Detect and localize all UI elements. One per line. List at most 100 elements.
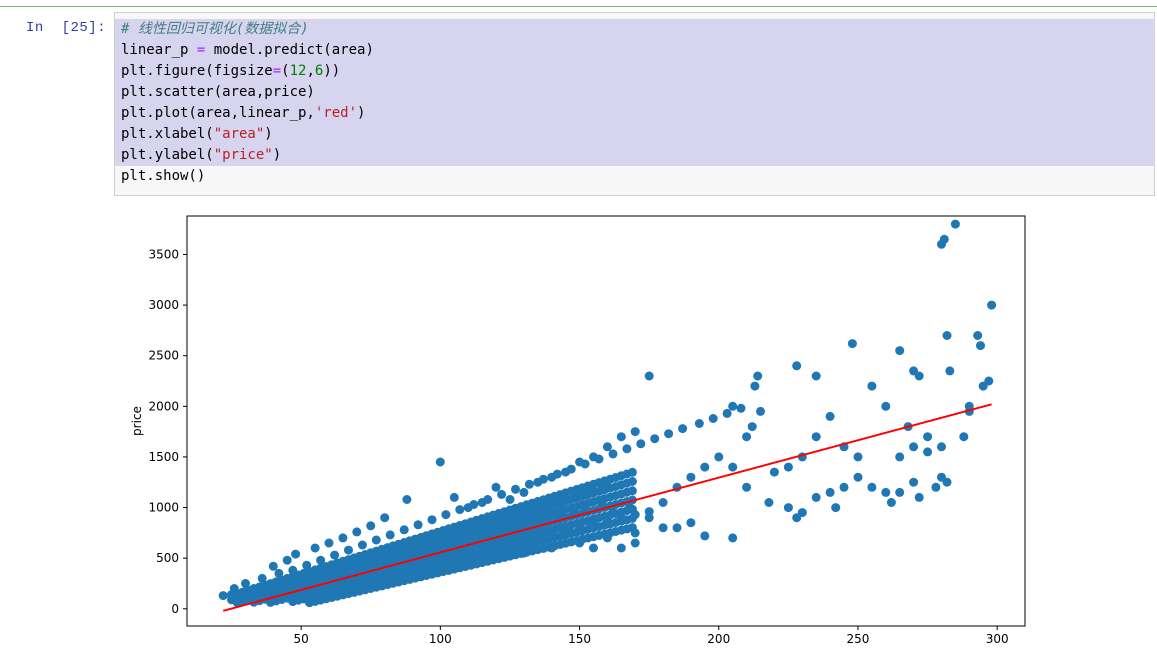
data-point — [594, 454, 604, 464]
data-point — [825, 411, 835, 421]
plot-output: 50 100 150 200 250 300 0 500 1000 1500 2000 2500 300… — [0, 200, 1157, 653]
data-point — [736, 403, 746, 413]
data-point — [867, 482, 877, 492]
data-point — [942, 331, 952, 340]
data-point — [218, 591, 228, 601]
data-point — [291, 549, 301, 559]
data-point — [630, 538, 640, 548]
data-point — [714, 452, 724, 462]
data-point — [923, 432, 933, 442]
data-point — [366, 521, 376, 531]
code-token: ) — [272, 147, 282, 163]
data-point — [895, 346, 905, 356]
data-point — [455, 505, 465, 515]
data-point — [945, 366, 955, 376]
data-point — [566, 464, 576, 474]
data-point — [811, 492, 821, 502]
data-point — [608, 449, 618, 459]
data-point — [274, 568, 284, 578]
data-point — [589, 543, 598, 553]
data-point — [497, 489, 507, 499]
code-token: linear_p — [121, 42, 197, 58]
data-point — [616, 432, 626, 442]
code-line: plt.figure(figsize=(12,6)) — [115, 61, 1155, 82]
code-token: plt.show() — [121, 168, 206, 184]
data-point — [316, 555, 326, 565]
data-point — [728, 401, 738, 411]
data-point — [427, 515, 437, 525]
data-point — [483, 495, 493, 504]
data-point — [616, 543, 626, 553]
y-tick-label: 1000 — [148, 501, 179, 515]
data-point — [268, 561, 278, 571]
data-point — [580, 459, 590, 469]
code-block[interactable]: # 线性回归可视化(数据拟合) linear_p = model.predict(… — [115, 19, 1155, 187]
code-token: plt.scatter(area,price) — [121, 84, 315, 100]
data-point — [950, 219, 960, 229]
code-token: plt.ylabel( — [121, 147, 214, 163]
x-tick-label: 200 — [707, 632, 730, 646]
data-point — [923, 447, 933, 457]
y-tick-label: 0 — [171, 602, 179, 616]
y-tick-label: 2000 — [148, 399, 179, 413]
code-token: plt.figure(figsize — [121, 63, 273, 79]
code-token: 6 — [314, 63, 324, 79]
fit-line — [222, 403, 992, 612]
data-point — [914, 492, 924, 502]
data-point — [764, 498, 774, 507]
data-point — [241, 579, 250, 588]
code-line: plt.plot(area,linear_p,'red') — [115, 103, 1155, 124]
input-prompt: In [25]: — [26, 20, 107, 36]
data-point — [658, 523, 668, 533]
data-point — [722, 408, 732, 418]
data-point — [380, 513, 390, 523]
data-point — [324, 538, 334, 548]
data-point — [747, 422, 757, 432]
y-tick-label: 2500 — [148, 349, 179, 363]
data-point — [937, 442, 946, 452]
data-point — [658, 498, 668, 507]
data-point — [441, 510, 451, 520]
data-point — [886, 498, 896, 507]
data-point — [552, 469, 562, 479]
data-point — [792, 513, 802, 523]
code-line: linear_p = model.predict(area) — [115, 40, 1155, 61]
code-token: , — [306, 63, 315, 79]
code-line: plt.xlabel("area") — [115, 124, 1155, 145]
y-tick-label: 3500 — [148, 247, 179, 261]
x-tick-label: 300 — [986, 632, 1009, 646]
data-point — [753, 371, 763, 381]
data-point — [352, 527, 362, 537]
data-point — [449, 492, 459, 502]
data-point — [330, 550, 340, 560]
data-point — [630, 427, 640, 437]
data-point — [811, 432, 821, 442]
data-point — [769, 467, 779, 477]
plot-frame — [186, 215, 1026, 627]
x-tick-label: 250 — [847, 632, 870, 646]
data-point — [853, 452, 863, 462]
data-point — [622, 444, 632, 454]
data-point — [914, 371, 924, 381]
data-point — [811, 371, 821, 381]
data-point — [742, 482, 752, 492]
scatter-chart: 50 100 150 200 250 30005001000150020002500300… — [130, 215, 1026, 646]
x-tick-label: 150 — [568, 632, 591, 646]
data-point — [686, 472, 696, 482]
code-token: 'red' — [314, 105, 358, 121]
data-point — [867, 381, 877, 391]
data-point — [644, 513, 654, 523]
notebook-top-border — [0, 0, 1157, 7]
data-point — [627, 467, 637, 477]
data-point — [909, 477, 919, 487]
code-cell-editor[interactable]: # 线性回归可视化(数据拟合) linear_p = model.predict(… — [114, 12, 1155, 196]
code-line: plt.show() — [121, 166, 1155, 187]
data-point — [602, 442, 612, 452]
data-point — [973, 331, 983, 340]
data-point — [895, 487, 905, 497]
code-token: 12 — [289, 63, 307, 79]
data-point — [511, 484, 520, 494]
plot-background — [187, 216, 1025, 626]
data-point — [978, 381, 988, 391]
code-line: plt.ylabel("price") — [115, 145, 1155, 166]
